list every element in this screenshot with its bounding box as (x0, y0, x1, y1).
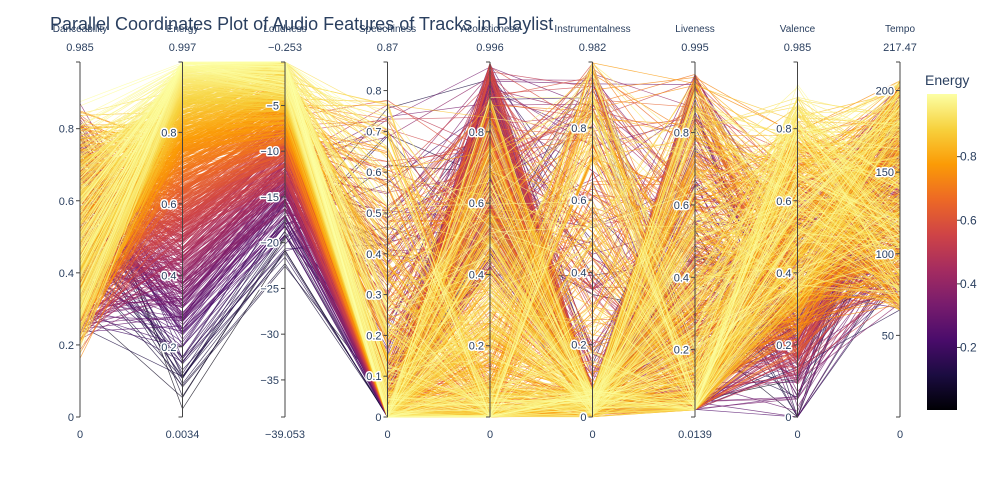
axis-title: Speechiness (359, 24, 416, 35)
axis-min-label: 0 (384, 429, 390, 441)
axis-tick-label: 0.6 (366, 167, 381, 179)
axis-tick-label: 0.6 (161, 199, 176, 211)
axis-tick-label: 0.4 (776, 268, 791, 280)
axis-title: Tempo (885, 24, 915, 35)
axis-tick-label: 50 (882, 330, 894, 342)
axis-danceability[interactable]: Danceability 0.985 00 0.2 0.4 0.6 0.8 (53, 24, 107, 441)
axis-tempo[interactable]: Tempo 217.47 0 50 100 150 200 (874, 24, 917, 441)
axis-tick-label: −5 (266, 100, 279, 112)
axis-tick-label: 0.2 (776, 340, 791, 352)
axis-min-label: 0.0034 (166, 429, 200, 441)
axis-tick-label: 0.6 (571, 195, 586, 207)
axis-title: Acousticness (461, 24, 520, 35)
axis-tick-label: 0.4 (366, 249, 381, 261)
axis-max-label: 0.985 (66, 42, 94, 54)
axis-max-label: 0.995 (681, 42, 709, 54)
axis-tick-label: −10 (260, 146, 279, 158)
axis-energy[interactable]: Energy 0.997 0.0034 0.2 0.4 0.6 0.8 (160, 24, 200, 441)
axis-tick-label: 0.8 (366, 86, 381, 98)
axis-tick-label: 0 (785, 412, 791, 424)
axis-tick-label: 0.6 (59, 196, 74, 208)
axis-tick-label: −15 (260, 192, 279, 204)
axis-tick-label: −30 (260, 329, 279, 341)
axis-min-label: 0 (487, 429, 493, 441)
colorbar: Energy 0.2 0.4 0.6 0.8 (925, 72, 977, 410)
axis-max-label: 0.985 (784, 42, 812, 54)
colorbar-tick-label: 0.6 (960, 213, 977, 227)
axis-tick-label: 0.4 (674, 272, 689, 284)
axis-title: Energy (167, 24, 199, 35)
axis-max-label: 0.997 (169, 42, 197, 54)
axis-tick-label: 0 (580, 412, 586, 424)
axis-title: Valence (780, 24, 816, 35)
axis-valence[interactable]: Valence 0.985 00 0.2 0.4 0.6 0.8 (775, 24, 816, 441)
axis-min-label: 0 (589, 429, 595, 441)
chart-title: Parallel Coordinates Plot of Audio Featu… (50, 14, 553, 34)
axis-tick-label: 0.8 (59, 124, 74, 136)
axis-tick-label: 0.4 (161, 270, 176, 282)
axis-instrumentalness[interactable]: Instrumentalness 0.982 00 0.2 0.4 0.6 0.8 (554, 24, 630, 441)
axis-max-label: 217.47 (883, 42, 917, 54)
axis-tick-label: 200 (876, 86, 894, 98)
axis-max-label: −0.253 (268, 42, 302, 54)
axis-tick-label: 0.5 (366, 208, 381, 220)
colorbar-title: Energy (925, 72, 969, 88)
axis-tick-label: −35 (260, 375, 279, 387)
axis-max-label: 0.982 (579, 42, 607, 54)
axis-tick-label: 0.8 (571, 123, 586, 135)
axis-tick-label: 0.2 (59, 340, 74, 352)
axis-min-label: −39.053 (265, 429, 305, 441)
axis-speechiness[interactable]: Speechiness 0.87 00 0.1 0.2 0.3 0.4 0.5 0.6 0.7 0.… (359, 24, 416, 441)
axis-title: Loudness (263, 24, 306, 35)
axis-min-label: 0 (897, 429, 903, 441)
axis-tick-label: 0.7 (366, 126, 381, 138)
axis-tick-label: 0 (375, 412, 381, 424)
axis-tick-label: 0 (68, 412, 74, 424)
axis-tick-label: 0.2 (469, 341, 484, 353)
axis-tick-label: 0.8 (469, 127, 484, 139)
axis-tick-label: 150 (876, 167, 894, 179)
axis-tick-label: 0.8 (674, 128, 689, 140)
axis-tick-label: 0.6 (776, 196, 791, 208)
colorbar-ticks: 0.2 0.4 0.6 0.8 (957, 150, 977, 354)
axis-min-label: 0.0139 (678, 429, 712, 441)
axis-tick-label: 0.4 (469, 269, 484, 281)
axis-tick-label: 0.8 (776, 124, 791, 136)
axis-tick-label: 100 (876, 249, 894, 261)
axis-tick-label: 0.2 (571, 340, 586, 352)
colorbar-tick-label: 0.2 (960, 340, 977, 354)
axis-tick-label: −20 (260, 238, 279, 250)
axis-tick-label: 0.6 (469, 198, 484, 210)
axis-tick-label: 0.3 (366, 290, 381, 302)
axis-acousticness[interactable]: Acousticness 0.996 0 0.2 0.4 0.6 0.8 (461, 24, 520, 441)
axis-title: Danceability (53, 24, 107, 35)
colorbar-gradient (927, 94, 957, 410)
axis-max-label: 0.87 (377, 42, 398, 54)
axis-max-label: 0.996 (476, 42, 504, 54)
data-lines (79, 61, 901, 419)
colorbar-tick-label: 0.8 (960, 150, 977, 164)
axis-tick-label: −25 (260, 283, 279, 295)
axis-loudness[interactable]: Loudness −0.253 −39.053 −35 −30 −25 −20 −15 −10 −… (259, 24, 307, 441)
axis-tick-label: 0.1 (366, 371, 381, 383)
axis-min-label: 0 (77, 429, 83, 441)
axis-title: Liveness (675, 24, 714, 35)
axis-tick-label: 0.2 (366, 330, 381, 342)
axes: Danceability0.985000.20.40.60.8Energy0.9… (53, 24, 917, 441)
axis-title: Instrumentalness (554, 24, 630, 35)
axis-tick-label: 0.4 (59, 268, 74, 280)
axis-min-label: 0 (794, 429, 800, 441)
axis-tick-label: 0.2 (674, 345, 689, 357)
axis-tick-label: 0.4 (571, 267, 586, 279)
axis-tick-label: 0.8 (161, 127, 176, 139)
axis-liveness[interactable]: Liveness 0.995 0.0139 0.2 0.4 0.6 0.8 (672, 24, 715, 441)
axis-tick-label: 0.2 (161, 342, 176, 354)
colorbar-tick-label: 0.4 (960, 277, 977, 291)
axis-tick-label: 0.6 (674, 200, 689, 212)
